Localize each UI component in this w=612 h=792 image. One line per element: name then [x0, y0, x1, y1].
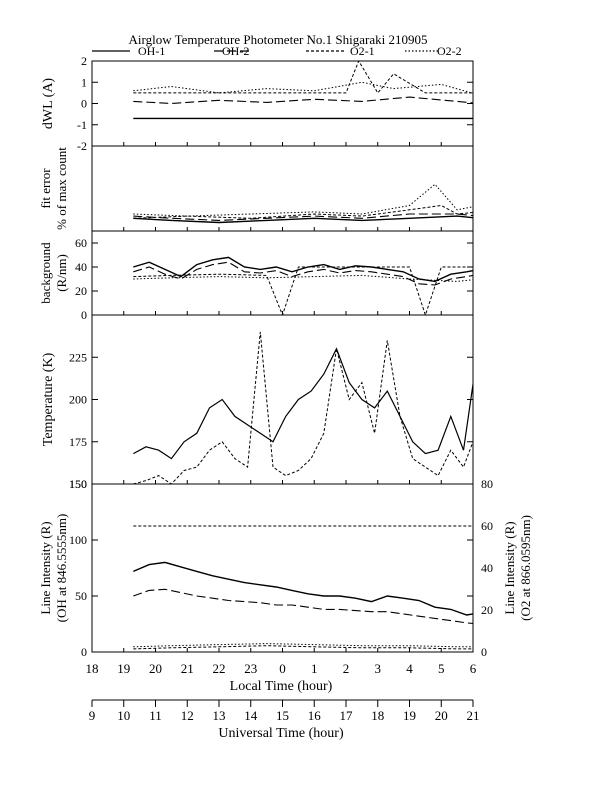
ut-tick-label: 11 [149, 708, 162, 723]
local-time-tick-label: 20 [149, 661, 162, 676]
panel-1: 2 1 0 -1 -2 dWL (A) [41, 54, 474, 153]
y-tick-label: 150 [69, 477, 87, 491]
y-axis-label: background [38, 242, 53, 304]
series-line-oh [133, 347, 473, 460]
series-line-o2 [133, 331, 473, 484]
panel-frame [91, 314, 474, 485]
ut-tick-label: 18 [371, 708, 384, 723]
series-line-oh-2 [133, 96, 473, 105]
ut-tick-label: 15 [276, 708, 289, 723]
series-line-oh-2 [133, 213, 473, 221]
y-tick-label: 1 [81, 75, 87, 89]
ut-tick-label: 13 [213, 708, 226, 723]
right-y-tick-label: 80 [481, 477, 493, 491]
local-time-tick-label: 3 [375, 661, 382, 676]
legend-label-o2-1: O2-1 [350, 44, 375, 58]
series-line-oh-2 [133, 588, 473, 625]
y-tick-label: 200 [69, 393, 87, 407]
right-y-axis-label: Line Intensity (R) [502, 521, 517, 614]
ut-tick-label: 10 [117, 708, 130, 723]
y-tick-label: -1 [77, 118, 87, 132]
y-axis-label-2: % of max count [54, 147, 69, 230]
y-axis-label: Line Intensity (R) [38, 521, 53, 614]
ut-tick-label: 20 [435, 708, 448, 723]
right-y-axis-label-2: (O2 at 866.0595nm) [518, 515, 533, 621]
x-axes: 18 19 20 21 22 23 0 1 2 3 4 5 69 10 11 12 13 14 15 16 17 18 19… [86, 661, 480, 723]
universal-time-axis-label: Universal Time (hour) [218, 726, 344, 741]
right-y-tick-label: 20 [481, 603, 493, 617]
legend-label-oh-2: OH-2 [222, 44, 249, 58]
series-line-o2-2 [133, 274, 473, 282]
y-tick-label: 150 [69, 477, 87, 491]
right-y-tick-label: 0 [481, 645, 487, 659]
ut-tick-label: 21 [467, 708, 480, 723]
panels: 2 1 0 -1 -2 dWL (A) fit error% of max count 60 4… [38, 54, 533, 659]
local-time-tick-label: 19 [117, 661, 130, 676]
y-axis-label: fit error [38, 168, 53, 209]
y-tick-label: 50 [75, 589, 87, 603]
series-line-o2-2 [133, 81, 473, 94]
y-axis-label: dWL (A) [41, 78, 56, 130]
y-tick-label: 0 [81, 645, 87, 659]
local-time-tick-label: 2 [343, 661, 350, 676]
panel-frame [91, 483, 474, 653]
series-line-o2-2 [133, 183, 473, 217]
panel-frame [91, 60, 474, 147]
local-time-tick-label: 5 [438, 661, 445, 676]
local-time-axis-label: Local Time (hour) [230, 679, 333, 694]
local-time-tick-label: 6 [470, 661, 477, 676]
y-tick-label: 175 [69, 435, 87, 449]
right-y-tick-label: 40 [481, 561, 493, 575]
ut-tick-label: 16 [308, 708, 322, 723]
series-line-o2-1 [133, 266, 473, 315]
local-time-tick-label: 23 [244, 661, 257, 676]
series-line-o2-2 [133, 643, 473, 648]
legend: OH-1 OH-2 O2-1 O2-2 [92, 44, 462, 58]
panel-4: 225 200 175 150 Temperature (K) [41, 314, 474, 491]
ut-tick-label: 17 [340, 708, 354, 723]
series-line-o2-1 [133, 204, 473, 219]
y-axis-label-2: (R/nm) [54, 254, 69, 292]
y-tick-label: 40 [75, 260, 87, 274]
series-line-oh-1 [133, 256, 473, 283]
y-tick-label: 0 [81, 97, 87, 111]
right-y-tick-label: 60 [481, 519, 493, 533]
local-time-tick-label: 4 [406, 661, 413, 676]
local-time-tick-label: 18 [86, 661, 99, 676]
chart-title: Airglow Temperature Photometer No.1 Shig… [129, 32, 428, 47]
y-tick-label: -2 [77, 139, 87, 153]
ut-tick-label: 12 [181, 708, 194, 723]
series-line-oh-2 [133, 261, 473, 286]
y-tick-label: 2 [81, 54, 87, 68]
local-time-tick-label: 22 [213, 661, 226, 676]
y-tick-label: 20 [75, 284, 87, 298]
ut-tick-label: 19 [403, 708, 416, 723]
legend-label-o2-2: O2-2 [437, 44, 462, 58]
panel-2: fit error% of max count [38, 145, 474, 232]
y-tick-label: 100 [69, 533, 87, 547]
y-axis-label-2: (OH at 846.5555nm) [54, 514, 69, 623]
series-line-o2-1 [133, 61, 473, 94]
series-line-oh-1 [133, 215, 473, 224]
y-tick-label: 0 [81, 308, 87, 322]
y-tick-label: 225 [69, 350, 87, 364]
panel-3: 60 40 20 0 background (R/nm) [38, 230, 474, 322]
series-line-oh-1 [133, 561, 473, 616]
legend-label-oh-1: OH-1 [138, 44, 165, 58]
y-axis-label: Temperature (K) [41, 352, 56, 446]
y-tick-label: 60 [75, 236, 87, 250]
ut-tick-label: 14 [244, 708, 258, 723]
local-time-tick-label: 21 [181, 661, 194, 676]
series-line-o2-1 [133, 645, 473, 650]
local-time-tick-label: 1 [311, 661, 318, 676]
local-time-tick-label: 0 [279, 661, 286, 676]
ut-tick-label: 9 [89, 708, 96, 723]
